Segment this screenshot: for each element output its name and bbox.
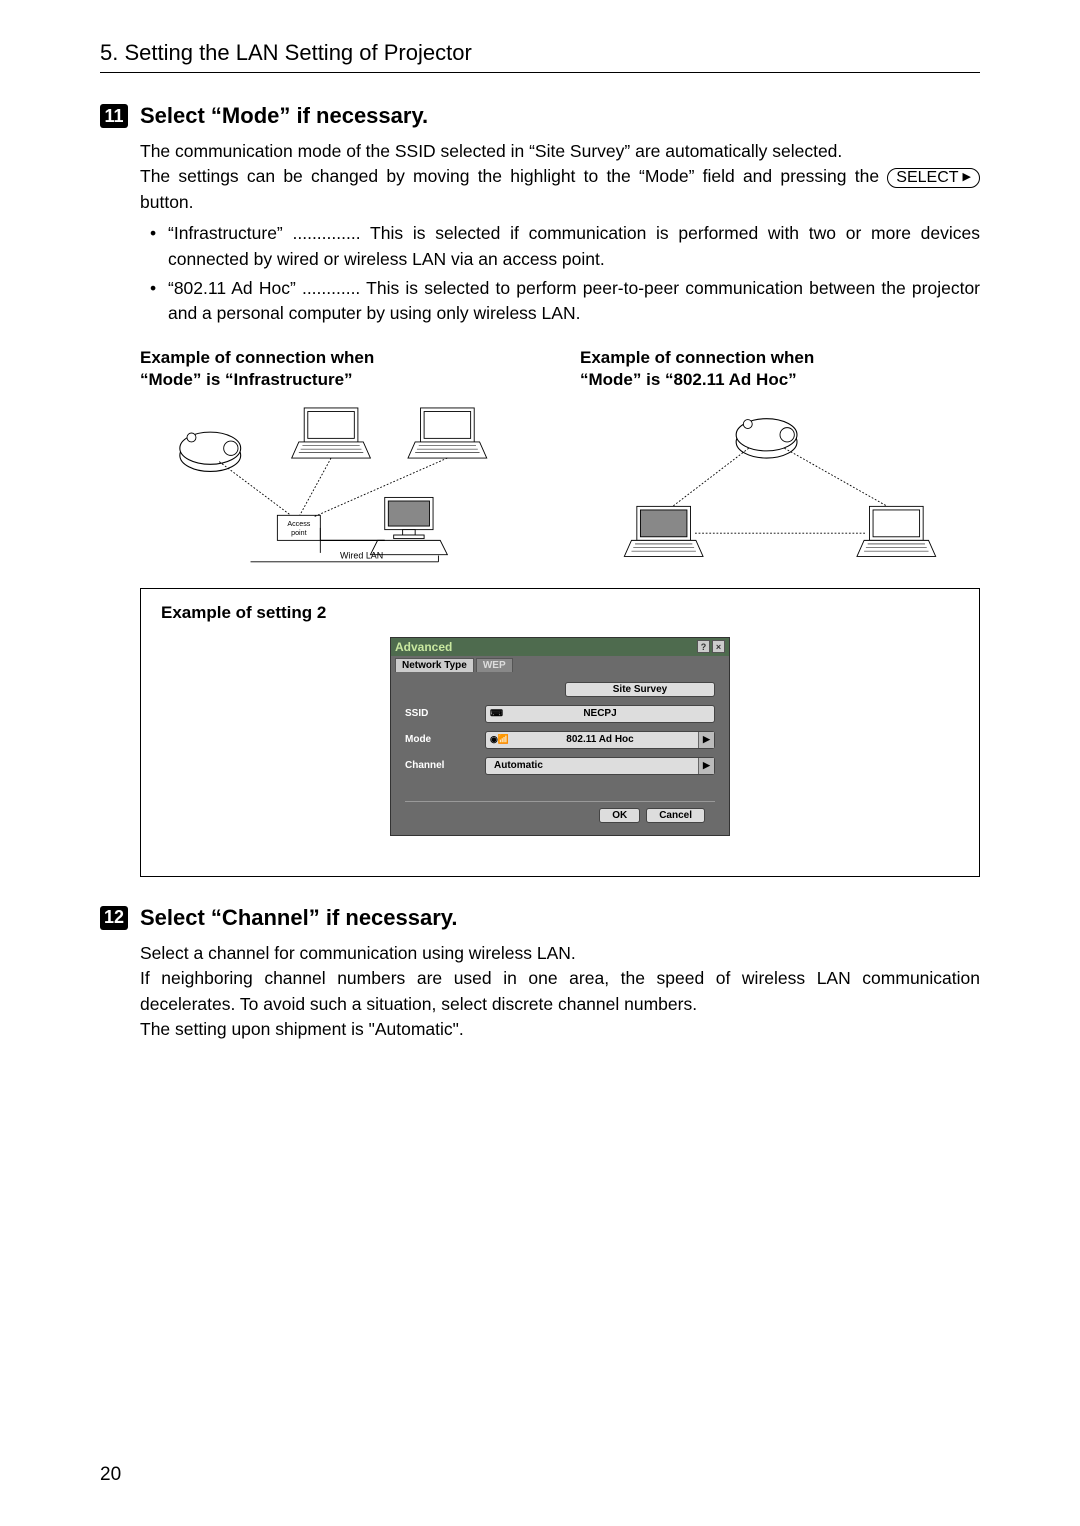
bullet-term: “802.11 Ad Hoc” [168, 278, 296, 298]
svg-text:point: point [291, 529, 307, 537]
keyboard-icon: ⌨ [490, 708, 503, 719]
chevron-right-icon[interactable]: ▶ [698, 732, 714, 748]
help-icon[interactable]: ? [697, 640, 710, 653]
infra-cap-l1: Example of connection when [140, 348, 374, 367]
channel-value: Automatic [494, 760, 543, 771]
bullet-term: “Infrastructure” [168, 223, 283, 243]
mode-value: 802.11 Ad Hoc [566, 734, 633, 745]
bullet-infrastructure: • “Infrastructure” .............. This i… [150, 221, 980, 272]
bullet-adhoc: • “802.11 Ad Hoc” ............ This is s… [150, 276, 980, 327]
step-badge-11: 11 [100, 104, 128, 128]
adhoc-cap-l1: Example of connection when [580, 348, 814, 367]
select-button-inline: SELECT ▶ [887, 168, 980, 188]
step-11-title: Select “Mode” if necessary. [140, 103, 428, 129]
cancel-button[interactable]: Cancel [646, 808, 705, 823]
svg-text:Wired LAN: Wired LAN [340, 550, 383, 560]
osd-title-icons: ? × [697, 640, 725, 653]
step-12-title: Select “Channel” if necessary. [140, 905, 458, 931]
step11-p2b: button. [140, 192, 194, 212]
bullet-dots: .............. [293, 223, 361, 243]
example-infrastructure: Example of connection when “Mode” is “In… [140, 347, 540, 574]
ssid-field[interactable]: ⌨ NECPJ [485, 705, 715, 723]
radio-icon: ◉📶 [490, 734, 509, 745]
bullet-desc: This is selected if communication is per… [168, 223, 980, 268]
close-icon[interactable]: × [712, 640, 725, 653]
tab-network-type[interactable]: Network Type [395, 658, 474, 672]
step12-p1: Select a channel for communication using… [140, 941, 980, 966]
adhoc-diagram [580, 399, 980, 569]
osd-body: Site Survey SSID ⌨ NECPJ Mode ◉📶 802.11 … [391, 672, 729, 835]
step11-p2a: The settings can be changed by moving th… [140, 166, 887, 186]
step12-p2: If neighboring channel numbers are used … [140, 966, 980, 1017]
tab-wep[interactable]: WEP [476, 658, 513, 672]
step12-p3: The setting upon shipment is "Automatic"… [140, 1017, 980, 1042]
ok-button[interactable]: OK [599, 808, 640, 823]
ssid-value: NECPJ [583, 708, 616, 719]
bullet-dots: ............ [302, 278, 360, 298]
chevron-right-icon[interactable]: ▶ [698, 758, 714, 774]
mode-label: Mode [405, 734, 485, 745]
channel-field[interactable]: Automatic ▶ [485, 757, 715, 775]
mode-field[interactable]: ◉📶 802.11 Ad Hoc ▶ [485, 731, 715, 749]
step-11-body: The communication mode of the SSID selec… [100, 139, 980, 327]
infra-caption: Example of connection when “Mode” is “In… [140, 347, 540, 391]
svg-text:Access: Access [287, 520, 310, 528]
example-diagrams-row: Example of connection when “Mode” is “In… [100, 347, 980, 574]
adhoc-cap-l2: “Mode” is “802.11 Ad Hoc” [580, 370, 797, 389]
mode-bullet-list: • “Infrastructure” .............. This i… [140, 221, 980, 327]
step-12-heading: 12 Select “Channel” if necessary. [100, 905, 980, 931]
osd-titlebar: Advanced ? × [391, 638, 729, 656]
example-adhoc: Example of connection when “Mode” is “80… [580, 347, 980, 574]
bullet-dot-icon: • [150, 221, 168, 272]
ssid-label: SSID [405, 708, 485, 719]
step-12-body: Select a channel for communication using… [100, 941, 980, 1043]
step-badge-12: 12 [100, 906, 128, 930]
step11-p1: The communication mode of the SSID selec… [140, 139, 980, 164]
infra-cap-l2: “Mode” is “Infrastructure” [140, 370, 353, 389]
osd-advanced-dialog: Advanced ? × Network Type WEP Site Surve… [390, 637, 730, 836]
osd-row-mode: Mode ◉📶 802.11 Ad Hoc ▶ [405, 731, 715, 749]
select-button-label: SELECT [896, 166, 958, 189]
page-header: 5. Setting the LAN Setting of Projector [100, 40, 980, 73]
step11-p2: The settings can be changed by moving th… [140, 164, 980, 215]
osd-footer: OK Cancel [405, 801, 715, 829]
infrastructure-diagram: Access point Wired LAN [140, 399, 540, 569]
osd-row-ssid: SSID ⌨ NECPJ [405, 705, 715, 723]
example-setting-caption: Example of setting 2 [161, 603, 959, 623]
osd-title: Advanced [395, 640, 452, 654]
example-setting-box: Example of setting 2 Advanced ? × Networ… [140, 588, 980, 877]
bullet-dot-icon: • [150, 276, 168, 327]
osd-row-channel: Channel Automatic ▶ [405, 757, 715, 775]
triangle-right-icon: ▶ [963, 170, 971, 186]
channel-label: Channel [405, 760, 485, 771]
page-number: 20 [100, 1464, 121, 1486]
step-11-heading: 11 Select “Mode” if necessary. [100, 103, 980, 129]
adhoc-caption: Example of connection when “Mode” is “80… [580, 347, 980, 391]
site-survey-button[interactable]: Site Survey [565, 682, 715, 697]
osd-tabs: Network Type WEP [391, 656, 729, 672]
